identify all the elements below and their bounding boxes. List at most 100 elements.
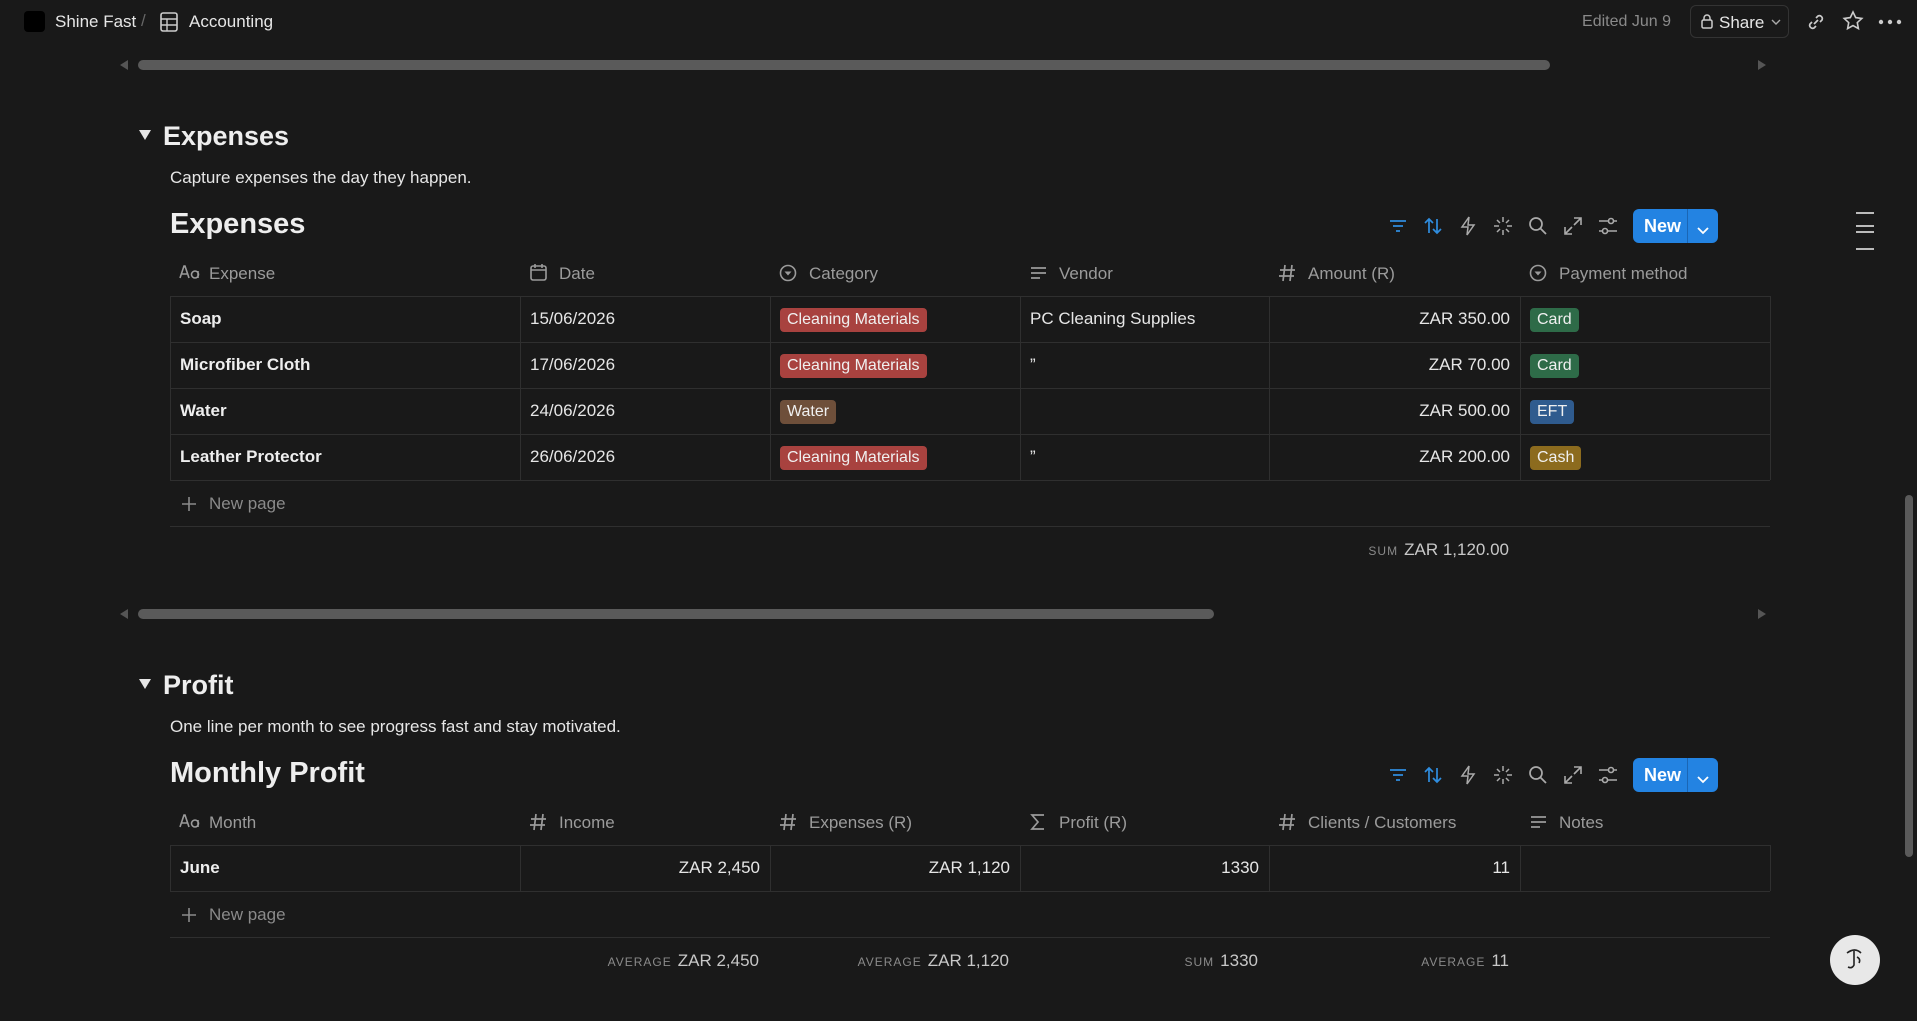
- toolbar-icon[interactable]: [1422, 764, 1444, 786]
- new-dropdown[interactable]: [1697, 771, 1709, 784]
- lock-icon: [1701, 14, 1713, 29]
- row-divider: [170, 434, 1770, 435]
- toolbar-icon[interactable]: [1387, 764, 1409, 786]
- aggregate[interactable]: AVERAGE ZAR 1,120: [858, 951, 1009, 975]
- toolbar-icon[interactable]: [1387, 215, 1409, 237]
- table-cell[interactable]: Soap: [180, 309, 222, 328]
- table-cell[interactable]: [1520, 845, 1770, 891]
- toolbar-icon[interactable]: [1527, 215, 1549, 237]
- table-cell[interactable]: [1020, 388, 1269, 434]
- table-cell[interactable]: 24/06/2026: [530, 401, 616, 420]
- table-cell[interactable]: ”: [1030, 447, 1036, 466]
- column-header[interactable]: Expenses (R): [809, 813, 912, 832]
- tag: Cleaning Materials: [780, 354, 927, 378]
- column-header[interactable]: Category: [809, 264, 878, 283]
- column-header[interactable]: Payment method: [1559, 264, 1688, 283]
- toolbar-icon[interactable]: [1422, 215, 1444, 237]
- table-cell[interactable]: Microfiber Cloth: [180, 355, 311, 374]
- breadcrumb-item[interactable]: Accounting: [189, 12, 274, 31]
- column-icon: [779, 812, 800, 832]
- section-heading[interactable]: Profit: [163, 670, 234, 700]
- toolbar-icon[interactable]: [1457, 764, 1479, 786]
- toolbar-icon[interactable]: [1527, 764, 1549, 786]
- column-header[interactable]: Notes: [1559, 813, 1604, 832]
- help-button[interactable]: [1830, 935, 1880, 985]
- table-cell[interactable]: June: [180, 858, 220, 877]
- outline-icon[interactable]: [1854, 212, 1876, 250]
- breadcrumb-item[interactable]: Shine Fast: [55, 12, 137, 31]
- new-page-row[interactable]: New page: [209, 494, 286, 513]
- new-button[interactable]: New: [1633, 209, 1718, 243]
- table-cell[interactable]: ZAR 1,120: [928, 858, 1010, 877]
- toolbar-icon[interactable]: [1562, 764, 1584, 786]
- column-header[interactable]: Date: [559, 264, 595, 283]
- toolbar-icon[interactable]: [1597, 764, 1619, 786]
- cell-border: [170, 845, 171, 891]
- more-icon[interactable]: [1878, 19, 1902, 25]
- new-page-row[interactable]: New page: [209, 905, 286, 924]
- h-scrollbar[interactable]: [138, 60, 1550, 70]
- column-header[interactable]: Clients / Customers: [1308, 813, 1457, 832]
- cell-border: [770, 388, 771, 434]
- v-scrollbar[interactable]: [1905, 495, 1913, 857]
- column-header[interactable]: Month: [209, 813, 257, 832]
- cell-border: [1269, 342, 1270, 388]
- new-dropdown[interactable]: [1697, 222, 1709, 235]
- aggregate[interactable]: AVERAGE ZAR 2,450: [608, 951, 759, 975]
- table-cell[interactable]: ZAR 200.00: [1419, 447, 1510, 466]
- table-cell[interactable]: 17/06/2026: [530, 355, 616, 374]
- column-icon: [529, 263, 550, 283]
- favorite-icon[interactable]: [1842, 10, 1864, 32]
- cell-border: [1770, 434, 1771, 480]
- cell-border: [520, 434, 521, 480]
- toolbar-icon-glyph: [1564, 766, 1582, 784]
- section-heading[interactable]: Expenses: [163, 121, 290, 151]
- toolbar-icon[interactable]: [1562, 215, 1584, 237]
- table-cell[interactable]: PC Cleaning Supplies: [1030, 309, 1196, 328]
- aggregate-value: ZAR 1,120: [927, 951, 1009, 970]
- toolbar-icon[interactable]: [1492, 215, 1514, 237]
- table-cell[interactable]: ZAR 350.00: [1419, 309, 1510, 328]
- column-header[interactable]: Expense: [209, 264, 276, 283]
- table-cell[interactable]: 1330: [1221, 858, 1259, 877]
- cell-border: [1269, 845, 1270, 891]
- table-cell[interactable]: Water: [180, 401, 227, 420]
- column-header[interactable]: Amount (R): [1308, 264, 1395, 283]
- column-header[interactable]: Profit (R): [1059, 813, 1127, 832]
- table-cell[interactable]: Leather Protector: [180, 447, 322, 466]
- table-cell[interactable]: ZAR 500.00: [1419, 401, 1510, 420]
- table-cell[interactable]: Cash: [1520, 434, 1770, 480]
- tag: EFT: [1530, 400, 1575, 424]
- toolbar-icon[interactable]: [1457, 215, 1479, 237]
- toolbar-icon[interactable]: [1492, 764, 1514, 786]
- table-cell[interactable]: Cleaning Materials: [770, 434, 1020, 480]
- table-cell[interactable]: ZAR 2,450: [678, 858, 760, 877]
- cell-border: [1269, 296, 1270, 342]
- aggregate[interactable]: SUM 1330: [1185, 951, 1259, 975]
- new-button[interactable]: New: [1633, 758, 1718, 792]
- table-cell[interactable]: EFT: [1520, 388, 1770, 434]
- column-header[interactable]: Income: [559, 813, 615, 832]
- table-cell[interactable]: 26/06/2026: [530, 447, 616, 466]
- cell-border: [520, 845, 521, 891]
- column-header[interactable]: Vendor: [1059, 264, 1113, 283]
- link-icon[interactable]: [1805, 11, 1827, 33]
- toolbar-icon[interactable]: [1597, 215, 1619, 237]
- aggregate[interactable]: SUM ZAR 1,120.00: [1368, 540, 1509, 564]
- table-cell[interactable]: ”: [1030, 355, 1036, 374]
- aggregate-value: 11: [1491, 951, 1509, 970]
- tag: Cleaning Materials: [780, 308, 927, 332]
- table-cell[interactable]: Card: [1520, 342, 1770, 388]
- table-cell[interactable]: Water: [770, 388, 1020, 434]
- row-divider: [170, 342, 1770, 343]
- table-cell[interactable]: 11: [1492, 858, 1510, 877]
- h-scrollbar[interactable]: [138, 609, 1214, 619]
- aggregate[interactable]: AVERAGE 11: [1421, 951, 1509, 975]
- share-button[interactable]: Share: [1690, 5, 1789, 38]
- table-cell[interactable]: Cleaning Materials: [770, 342, 1020, 388]
- table-cell[interactable]: 15/06/2026: [530, 309, 616, 328]
- table-cell[interactable]: Cleaning Materials: [770, 296, 1020, 342]
- row-divider: [170, 937, 1770, 938]
- table-cell[interactable]: ZAR 70.00: [1428, 355, 1510, 374]
- table-cell[interactable]: Card: [1520, 296, 1770, 342]
